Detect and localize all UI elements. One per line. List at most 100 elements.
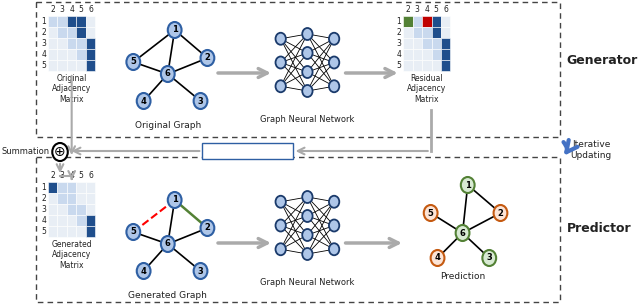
- Bar: [413, 49, 422, 60]
- Bar: [36, 2, 560, 137]
- Bar: [48, 16, 58, 27]
- Circle shape: [302, 47, 312, 59]
- Text: 4: 4: [141, 267, 147, 275]
- Circle shape: [302, 191, 312, 203]
- Bar: [422, 16, 431, 27]
- Circle shape: [329, 80, 339, 92]
- Circle shape: [302, 229, 312, 241]
- Text: 1: 1: [42, 183, 46, 192]
- Bar: [58, 226, 67, 237]
- Text: 2: 2: [51, 171, 55, 180]
- Text: 3: 3: [415, 5, 420, 14]
- Bar: [403, 27, 413, 38]
- Bar: [58, 204, 67, 215]
- Bar: [58, 38, 67, 49]
- Text: 5: 5: [131, 228, 136, 236]
- Bar: [76, 49, 86, 60]
- Bar: [67, 49, 76, 60]
- Text: 4: 4: [69, 5, 74, 14]
- Bar: [48, 182, 58, 193]
- Text: 3: 3: [42, 205, 46, 214]
- Text: 3: 3: [60, 171, 65, 180]
- Bar: [86, 215, 95, 226]
- Bar: [431, 16, 441, 27]
- Text: Prediction: Prediction: [440, 272, 485, 281]
- Bar: [67, 182, 76, 193]
- Bar: [48, 215, 58, 226]
- Circle shape: [161, 236, 175, 252]
- Circle shape: [431, 250, 444, 266]
- Circle shape: [126, 224, 140, 240]
- Circle shape: [194, 263, 207, 279]
- Circle shape: [194, 93, 207, 109]
- Bar: [202, 143, 292, 159]
- Circle shape: [275, 220, 286, 231]
- Text: Iterative
Updating: Iterative Updating: [570, 140, 612, 160]
- Bar: [48, 38, 58, 49]
- Bar: [431, 49, 441, 60]
- Bar: [403, 38, 413, 49]
- Bar: [76, 226, 86, 237]
- Text: Residual Link: Residual Link: [218, 146, 277, 156]
- Circle shape: [302, 28, 312, 40]
- Text: Original
Adjacency
Matrix: Original Adjacency Matrix: [52, 74, 92, 104]
- Bar: [86, 49, 95, 60]
- Text: 4: 4: [69, 171, 74, 180]
- Bar: [403, 16, 413, 27]
- Bar: [67, 27, 76, 38]
- Circle shape: [137, 93, 150, 109]
- Text: 3: 3: [60, 5, 65, 14]
- Text: 5: 5: [428, 209, 433, 217]
- Text: 6: 6: [165, 70, 171, 78]
- Bar: [58, 215, 67, 226]
- Circle shape: [329, 196, 339, 208]
- Text: Original Graph: Original Graph: [134, 121, 201, 130]
- Text: 3: 3: [396, 39, 401, 48]
- Bar: [58, 27, 67, 38]
- Text: Graph Neural Network: Graph Neural Network: [260, 278, 355, 287]
- Text: 2: 2: [497, 209, 504, 217]
- Text: 4: 4: [424, 5, 429, 14]
- Bar: [58, 182, 67, 193]
- Text: 4: 4: [42, 216, 46, 225]
- Bar: [441, 60, 451, 71]
- Bar: [441, 16, 451, 27]
- Bar: [86, 27, 95, 38]
- Circle shape: [493, 205, 508, 221]
- Text: 5: 5: [396, 61, 401, 70]
- Text: 5: 5: [42, 227, 46, 236]
- Bar: [431, 60, 441, 71]
- Bar: [67, 60, 76, 71]
- Circle shape: [200, 50, 214, 66]
- Text: 1: 1: [465, 181, 470, 189]
- Circle shape: [483, 250, 496, 266]
- Bar: [422, 27, 431, 38]
- Text: Predictor: Predictor: [567, 221, 632, 235]
- Text: 6: 6: [88, 171, 93, 180]
- Bar: [413, 60, 422, 71]
- Text: 4: 4: [435, 253, 440, 263]
- Circle shape: [168, 192, 182, 208]
- Circle shape: [302, 85, 312, 97]
- Text: Generated Graph: Generated Graph: [129, 291, 207, 300]
- Bar: [413, 16, 422, 27]
- Bar: [48, 60, 58, 71]
- Bar: [413, 38, 422, 49]
- Text: 6: 6: [165, 239, 171, 249]
- Bar: [76, 204, 86, 215]
- Text: 2: 2: [405, 5, 410, 14]
- Bar: [48, 204, 58, 215]
- Bar: [431, 27, 441, 38]
- Text: 2: 2: [42, 194, 46, 203]
- Text: 1: 1: [42, 17, 46, 26]
- Circle shape: [126, 54, 140, 70]
- Bar: [67, 204, 76, 215]
- Circle shape: [329, 56, 339, 69]
- Circle shape: [200, 220, 214, 236]
- Text: 5: 5: [79, 5, 84, 14]
- Circle shape: [302, 248, 312, 260]
- Bar: [67, 38, 76, 49]
- Text: 6: 6: [460, 228, 465, 238]
- Circle shape: [275, 56, 286, 69]
- Bar: [48, 49, 58, 60]
